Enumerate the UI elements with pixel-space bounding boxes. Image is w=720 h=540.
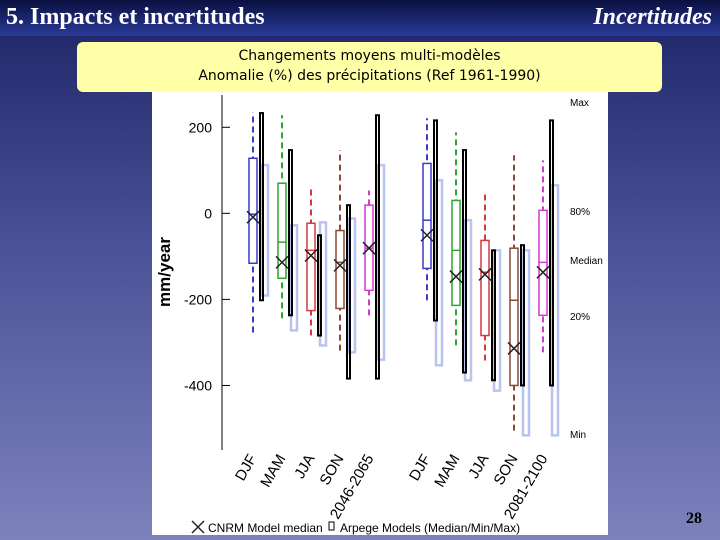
arpege-range (462, 149, 467, 374)
arpege-range (433, 119, 438, 322)
cnrm-median (246, 210, 260, 224)
cnrm-median (449, 270, 463, 284)
arpege-range (317, 234, 322, 337)
stat-label: Max (570, 98, 589, 109)
cnrm-median (275, 255, 289, 269)
cnrm-median (478, 267, 492, 281)
box (509, 247, 519, 387)
arpege-range (549, 119, 554, 387)
legend-label: Arpege Models (Median/Min/Max) (340, 521, 520, 535)
slide-title: 5. Impacts et incertitudes (6, 4, 265, 30)
arpege-range (259, 112, 264, 302)
stat-label: 20% (570, 312, 590, 323)
caption: Changements moyens multi-modèles Anomalie… (77, 42, 662, 92)
cnrm-median (333, 258, 347, 272)
box (422, 162, 432, 270)
page-number: 28 (686, 510, 702, 527)
legend-label: CNRM Model median (208, 521, 323, 535)
cnrm-median (507, 341, 521, 355)
legend-marker (191, 520, 205, 534)
y-tick-label: 200 (189, 119, 213, 135)
section-title: Incertitudes (593, 4, 712, 30)
y-tick-label: 0 (204, 205, 212, 221)
cnrm-median (362, 241, 376, 255)
y-tick-label: -400 (184, 377, 212, 393)
arpege-range (288, 149, 293, 317)
box (451, 199, 461, 307)
y-axis-label: mm/year (155, 237, 174, 307)
box (480, 239, 490, 337)
arpege-range (491, 249, 496, 382)
caption-line: Anomalie (%) des précipitations (Ref 196… (198, 68, 541, 84)
title-bar (0, 0, 720, 36)
arpege-range (520, 244, 525, 387)
stat-label: Min (570, 430, 586, 441)
cnrm-median (536, 265, 550, 279)
arpege-range (375, 114, 380, 380)
caption-line: Changements moyens multi-modèles (238, 48, 501, 64)
y-tick-label: -200 (184, 291, 212, 307)
legend-marker (328, 521, 335, 531)
stat-label: Median (570, 256, 603, 267)
cnrm-median (420, 228, 434, 242)
stat-label: 80% (570, 207, 590, 218)
cnrm-median (304, 248, 318, 263)
box (306, 222, 316, 312)
box (335, 229, 345, 310)
box (248, 157, 258, 264)
box (277, 182, 287, 280)
arpege-range (346, 204, 351, 380)
